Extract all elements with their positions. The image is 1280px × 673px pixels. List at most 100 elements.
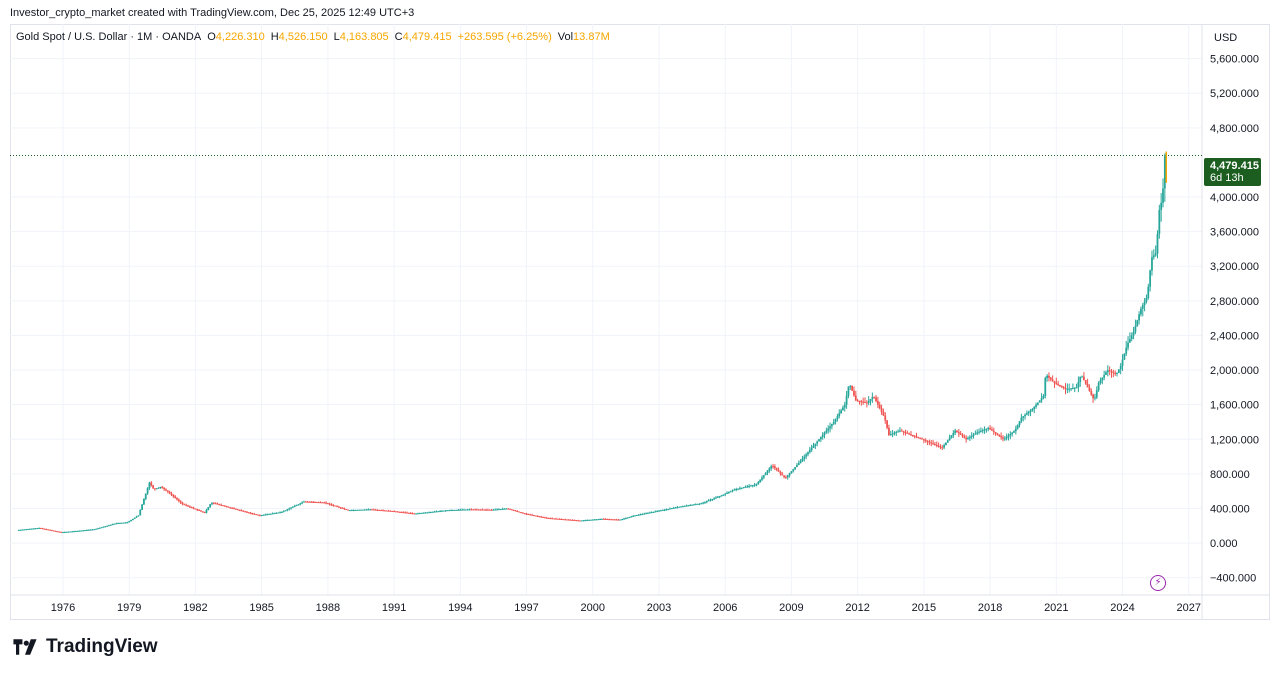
candle-body (119, 522, 121, 524)
lightning-icon[interactable]: ⚡ (1150, 575, 1166, 591)
x-tick-label: 2024 (1110, 602, 1134, 614)
candle-body (181, 502, 184, 505)
candle-body (363, 509, 366, 511)
candle-body (196, 509, 199, 511)
candle-body (821, 434, 824, 438)
candle-body (871, 397, 874, 400)
candle-body (735, 489, 738, 491)
candle-body (630, 516, 633, 518)
y-tick-label: −400.000 (1210, 573, 1256, 585)
candle-body (591, 519, 594, 521)
candle-body (739, 488, 741, 490)
candle-body (884, 415, 887, 421)
candle-body (704, 501, 706, 503)
candle-body (389, 510, 392, 512)
candle-body (827, 428, 830, 431)
candle-body (705, 501, 708, 503)
candle-body (1114, 372, 1117, 374)
candle-body (152, 485, 155, 489)
candle-body (698, 503, 701, 505)
candle-body (65, 531, 68, 533)
candle-body (567, 519, 570, 521)
candle-body (945, 442, 947, 446)
candle-body (1090, 390, 1093, 395)
candle-body (761, 477, 763, 480)
candle-body (786, 475, 789, 478)
candle-body (970, 435, 973, 437)
candle-body (1138, 314, 1140, 321)
close-value: 4,479.415 (402, 31, 452, 43)
x-tick-label: 2012 (845, 602, 869, 614)
candle-body (292, 506, 294, 508)
candle-body (934, 444, 936, 446)
candle-body (137, 515, 140, 517)
candle-body (463, 509, 465, 511)
candle-body (989, 428, 991, 430)
candle-body (437, 511, 440, 513)
candle-body (1035, 404, 1037, 407)
candle-body (271, 513, 274, 515)
candle-body (685, 505, 688, 507)
candle-body (407, 512, 410, 514)
x-tick-label: 2027 (1177, 602, 1201, 614)
candle-body (369, 509, 372, 511)
candle-body (371, 509, 373, 511)
candle-body (420, 512, 423, 514)
candle-body (54, 530, 57, 532)
candle-body (965, 437, 968, 440)
candle-body (922, 439, 925, 441)
candle-body (996, 433, 999, 435)
candle-body (332, 504, 335, 506)
candle-body (223, 505, 226, 507)
candle-body (612, 519, 614, 521)
candle-body (209, 504, 212, 508)
candle-body (406, 512, 408, 514)
candle-body (481, 509, 484, 511)
x-tick-label: 2009 (779, 602, 803, 614)
candle-body (549, 518, 552, 520)
y-tick-label: 1,200.000 (1210, 434, 1259, 446)
candle-body (21, 529, 24, 531)
candle-body (277, 512, 280, 514)
candle-body (338, 506, 340, 508)
candle-body (409, 513, 412, 515)
candle-body (301, 502, 304, 504)
candle-body (670, 508, 673, 510)
candle-body (325, 502, 327, 504)
candle-body (766, 470, 769, 473)
candle-body (584, 520, 587, 522)
candle-body (269, 513, 272, 515)
candle-body (610, 519, 613, 521)
candle-body (1042, 396, 1045, 399)
candle-body (1071, 387, 1074, 389)
candle-body (80, 530, 83, 532)
candle-body (428, 512, 430, 514)
candle-body (442, 510, 445, 512)
candle-body (435, 511, 438, 513)
candle-body (387, 510, 390, 512)
candle-body (643, 513, 646, 515)
chart-pane[interactable] (10, 24, 1270, 620)
candle-body (211, 502, 213, 505)
candle-body (422, 512, 425, 514)
currency-selector[interactable]: USD (1214, 32, 1238, 44)
candle-body (262, 514, 265, 516)
symbol-description[interactable]: Gold Spot / U.S. Dollar · 1M · OANDA (16, 31, 202, 43)
candle-body (1141, 305, 1144, 309)
candle-body (921, 438, 923, 440)
candle-body (851, 385, 854, 391)
candle-body (78, 530, 81, 532)
tradingview-brand[interactable]: TradingView (10, 636, 158, 658)
candle-body (201, 511, 204, 513)
x-tick-label: 2000 (581, 602, 605, 614)
candle-body (575, 520, 578, 522)
candle-body (148, 482, 151, 489)
candle-body (1077, 381, 1080, 388)
candle-body (71, 531, 74, 533)
candle-body (411, 513, 414, 515)
candle-body (1059, 385, 1061, 387)
candle-body (1136, 320, 1139, 327)
candle-body (816, 441, 819, 444)
candle-body (117, 523, 120, 525)
